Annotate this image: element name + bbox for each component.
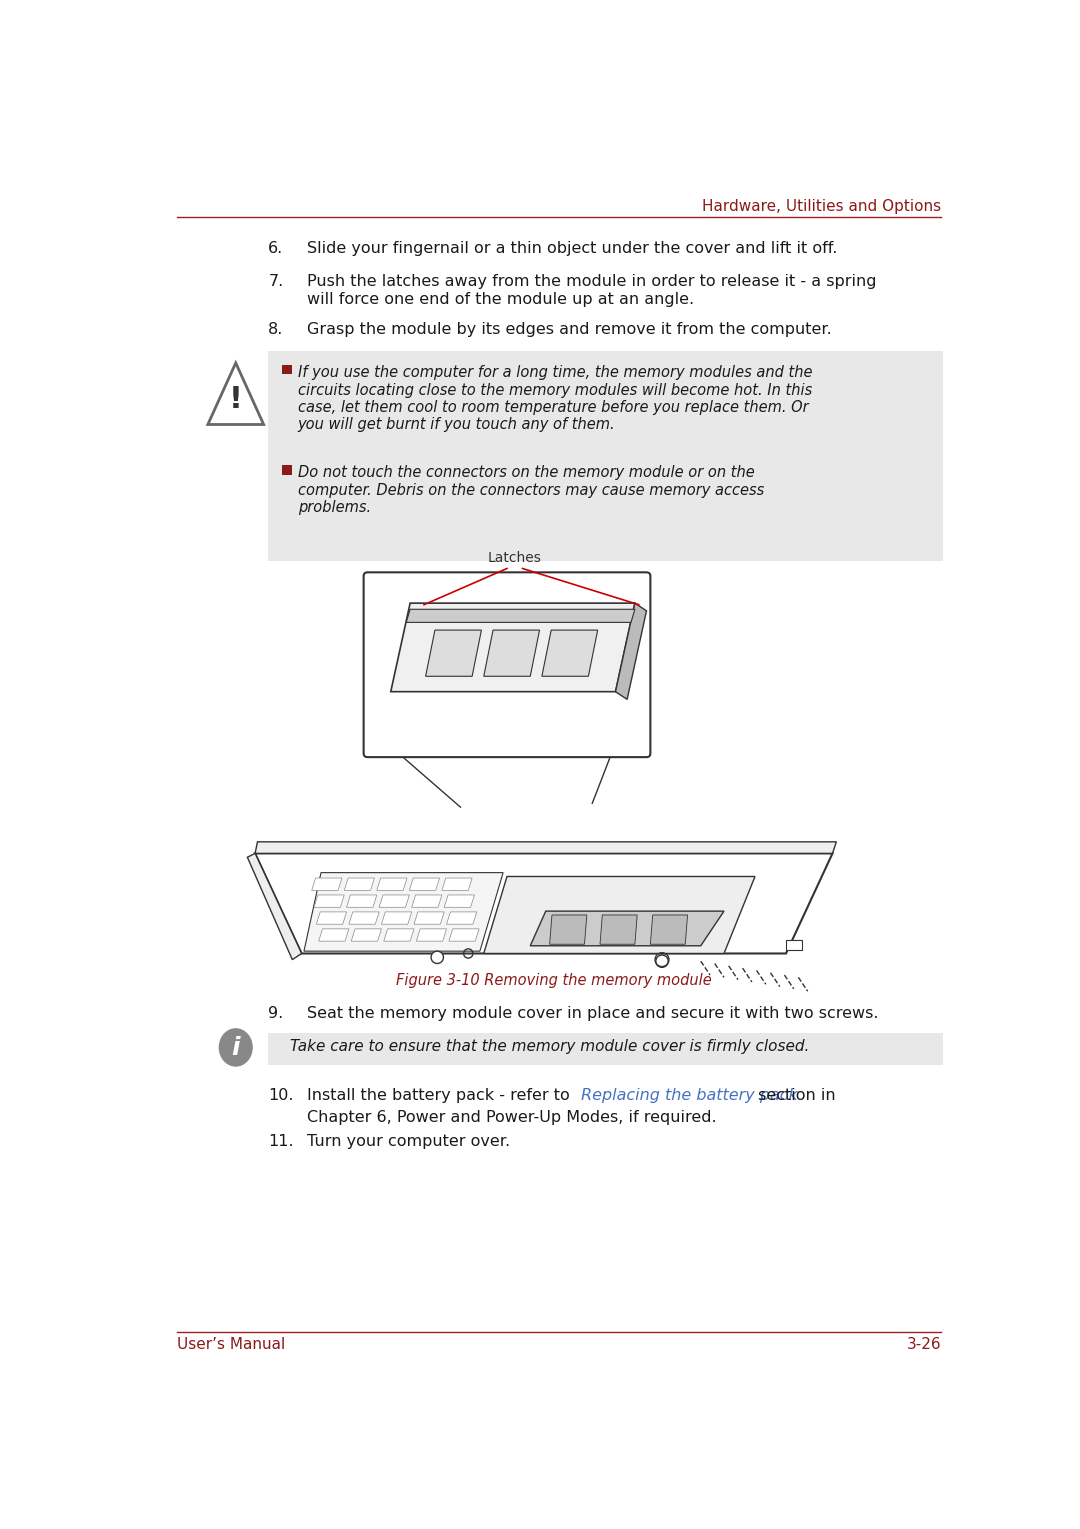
Polygon shape bbox=[416, 928, 446, 942]
Polygon shape bbox=[449, 928, 480, 942]
Polygon shape bbox=[255, 853, 833, 954]
Polygon shape bbox=[444, 894, 474, 907]
Text: Do not touch the connectors on the memory module or on the
computer. Debris on t: Do not touch the connectors on the memor… bbox=[298, 465, 764, 515]
Text: 9.: 9. bbox=[268, 1006, 284, 1021]
FancyBboxPatch shape bbox=[364, 572, 650, 757]
Text: Replacing the battery pack: Replacing the battery pack bbox=[581, 1089, 797, 1104]
Circle shape bbox=[431, 951, 444, 963]
Polygon shape bbox=[484, 876, 755, 954]
Text: Turn your computer over.: Turn your computer over. bbox=[307, 1135, 510, 1150]
Bar bbox=[268, 352, 943, 561]
Text: 11.: 11. bbox=[268, 1135, 294, 1150]
Polygon shape bbox=[542, 630, 597, 676]
Polygon shape bbox=[446, 911, 476, 924]
Text: User’s Manual: User’s Manual bbox=[177, 1338, 285, 1352]
Text: Seat the memory module cover in place and secure it with two screws.: Seat the memory module cover in place an… bbox=[307, 1006, 878, 1021]
Polygon shape bbox=[351, 928, 381, 942]
Bar bbox=[268, 1032, 943, 1066]
Text: 6.: 6. bbox=[268, 242, 284, 257]
Text: Grasp the module by its edges and remove it from the computer.: Grasp the module by its edges and remove… bbox=[307, 323, 832, 336]
Text: Install the battery pack - refer to: Install the battery pack - refer to bbox=[307, 1089, 575, 1104]
Polygon shape bbox=[616, 602, 647, 699]
Polygon shape bbox=[409, 878, 440, 890]
Text: !: ! bbox=[229, 385, 243, 414]
Polygon shape bbox=[650, 914, 688, 945]
Polygon shape bbox=[379, 894, 409, 907]
Polygon shape bbox=[550, 914, 586, 945]
Text: Latches: Latches bbox=[488, 550, 542, 564]
Polygon shape bbox=[347, 894, 377, 907]
Text: 7.: 7. bbox=[268, 274, 284, 289]
Text: Slide your fingernail or a thin object under the cover and lift it off.: Slide your fingernail or a thin object u… bbox=[307, 242, 837, 257]
Polygon shape bbox=[442, 878, 472, 890]
Polygon shape bbox=[484, 630, 540, 676]
Text: i: i bbox=[231, 1037, 240, 1060]
Text: 3-26: 3-26 bbox=[906, 1338, 941, 1352]
Polygon shape bbox=[255, 842, 836, 853]
Polygon shape bbox=[303, 873, 503, 951]
Polygon shape bbox=[207, 362, 264, 425]
Polygon shape bbox=[406, 609, 635, 622]
Polygon shape bbox=[600, 914, 637, 945]
Polygon shape bbox=[383, 928, 414, 942]
Polygon shape bbox=[391, 602, 635, 691]
Text: Push the latches away from the module in order to release it - a spring
will for: Push the latches away from the module in… bbox=[307, 274, 877, 307]
Text: Figure 3-10 Removing the memory module: Figure 3-10 Removing the memory module bbox=[395, 972, 712, 988]
Text: 10.: 10. bbox=[268, 1089, 294, 1104]
Polygon shape bbox=[381, 911, 411, 924]
Polygon shape bbox=[530, 911, 724, 946]
Polygon shape bbox=[314, 894, 345, 907]
Text: If you use the computer for a long time, the memory modules and the
circuits loc: If you use the computer for a long time,… bbox=[298, 365, 812, 433]
Polygon shape bbox=[411, 894, 442, 907]
Polygon shape bbox=[349, 911, 379, 924]
Polygon shape bbox=[316, 911, 347, 924]
Ellipse shape bbox=[218, 1027, 253, 1067]
Bar bbox=[282, 365, 292, 375]
Text: Take care to ensure that the memory module cover is firmly closed.: Take care to ensure that the memory modu… bbox=[291, 1038, 809, 1053]
Text: section in: section in bbox=[753, 1089, 836, 1104]
Polygon shape bbox=[426, 630, 482, 676]
Polygon shape bbox=[247, 853, 301, 960]
Polygon shape bbox=[414, 911, 444, 924]
Polygon shape bbox=[319, 928, 349, 942]
Polygon shape bbox=[786, 940, 801, 951]
Circle shape bbox=[656, 956, 669, 968]
Text: Chapter 6, Power and Power-Up Modes, if required.: Chapter 6, Power and Power-Up Modes, if … bbox=[307, 1110, 717, 1125]
Bar bbox=[282, 465, 292, 474]
Text: 8.: 8. bbox=[268, 323, 284, 336]
Polygon shape bbox=[345, 878, 375, 890]
Polygon shape bbox=[377, 878, 407, 890]
Text: Hardware, Utilities and Options: Hardware, Utilities and Options bbox=[702, 199, 941, 214]
Polygon shape bbox=[312, 878, 342, 890]
